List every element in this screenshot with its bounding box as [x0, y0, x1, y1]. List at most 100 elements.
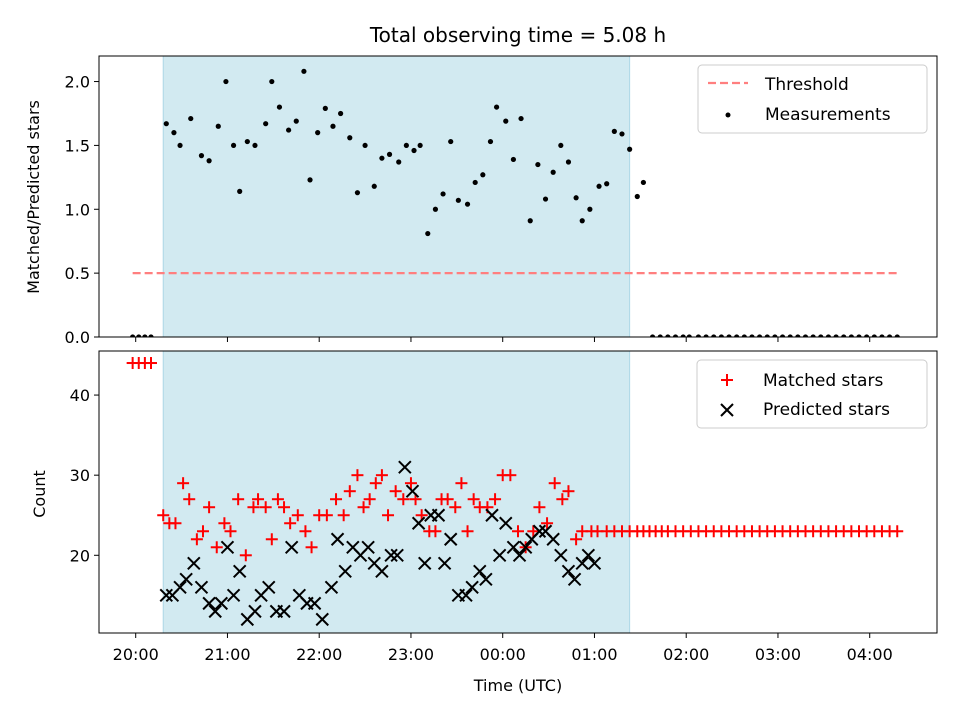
measurement-point: [527, 218, 533, 224]
measurement-point: [440, 191, 446, 197]
matched-star-point: [330, 493, 343, 506]
matched-star-point: [144, 357, 157, 370]
measurement-point: [493, 104, 500, 110]
measurement-point: [237, 188, 243, 194]
predicted-star-point: [375, 564, 389, 579]
predicted-star-point: [324, 580, 339, 595]
bottom-y-ticks: 20 30 40: [70, 386, 99, 565]
measurement-point: [665, 334, 671, 337]
predicted-star-point: [532, 524, 547, 538]
predicted-star-point: [459, 588, 473, 603]
matched-star-point: [305, 541, 318, 554]
measurement-point: [487, 138, 494, 145]
matched-star-point: [441, 493, 454, 506]
measurement-point: [695, 334, 702, 337]
predicted-star-point: [546, 532, 560, 546]
x-tick-label: 20:00: [113, 645, 159, 664]
measurement-point: [833, 334, 839, 337]
matched-star-point: [541, 517, 554, 530]
top-x-ticks: [135, 337, 871, 342]
x-tick-label: 23:00: [388, 645, 434, 664]
predicted-star-point: [179, 572, 193, 587]
x-tick-label: 01:00: [571, 645, 617, 664]
predicted-star-point: [587, 556, 602, 571]
top-y-axis-label: Matched/Predicted stars: [24, 100, 43, 294]
matched-star-point: [512, 525, 524, 538]
bottom-legend: Matched stars Predicted stars: [696, 359, 928, 429]
measurement-point: [841, 334, 847, 337]
measurement-point: [672, 334, 679, 337]
matched-star-point: [252, 493, 265, 506]
predicted-star-point: [405, 484, 420, 498]
bottom-x-ticks: 20:00 21:00 22:00 23:00 00:00 01:00 02:00 03:00…: [113, 633, 893, 664]
measurement-point: [818, 334, 824, 337]
measurement-point: [347, 135, 353, 141]
bottom-y-tick-label: 30: [70, 466, 90, 485]
predicted-star-point: [194, 580, 209, 595]
predicted-star-point: [437, 556, 452, 571]
legend-measurements-label: Measurements: [765, 105, 891, 125]
measurement-point: [657, 334, 663, 337]
measurement-point: [223, 78, 229, 85]
predicted-star-point: [610, 710, 622, 720]
measurement-point: [503, 118, 509, 124]
top-axes-frame: [98, 55, 938, 338]
measurement-point: [711, 334, 717, 337]
matched-star-point: [357, 501, 370, 514]
top-y-tick-label: 1.5: [65, 136, 90, 155]
measurement-point: [480, 172, 486, 178]
predicted-star-point: [624, 710, 636, 720]
top-y-tick-label: 0.5: [65, 264, 90, 283]
matched-star-point: [375, 469, 388, 482]
matched-star-point: [369, 477, 382, 490]
measurement-point: [703, 334, 709, 337]
measurement-point: [286, 127, 292, 133]
predicted-star-point: [444, 532, 458, 546]
x-tick-label: 00:00: [480, 645, 526, 664]
measurement-point: [764, 334, 770, 337]
legend-matched-swatch: [721, 374, 733, 386]
matched-star-point: [562, 485, 575, 498]
measurement-point: [354, 190, 361, 196]
matched-star-point: [548, 477, 561, 490]
measurement-point: [230, 142, 237, 149]
predicted-star-point: [384, 548, 398, 562]
measurement-point: [573, 195, 579, 201]
measurement-point: [371, 183, 377, 189]
predicted-star-point: [330, 532, 345, 546]
predicted-star-point: [506, 540, 521, 554]
predicted-star-point: [220, 540, 235, 554]
measurement-point: [604, 181, 610, 187]
matched-star-point: [224, 525, 237, 538]
predicted-star-point: [173, 580, 187, 595]
matched-star-point: [157, 509, 170, 522]
measurement-point: [403, 142, 409, 149]
legend-predicted-swatch: [720, 403, 734, 417]
bottom-y-axis-label: Count: [30, 470, 49, 518]
bottom-matched-stars: [126, 357, 904, 562]
predicted-star-point: [561, 564, 576, 579]
matched-star-point: [382, 509, 395, 522]
x-tick-label: 22:00: [296, 645, 342, 664]
measurement-point: [848, 334, 854, 337]
matched-star-point: [461, 525, 474, 538]
predicted-star-point: [431, 508, 446, 522]
measurement-point: [293, 118, 299, 124]
matched-star-point: [570, 533, 583, 546]
top-y-tick-label: 0.0: [65, 328, 90, 347]
measurement-point: [619, 131, 625, 137]
measurement-point: [611, 128, 617, 134]
predicted-star-point: [315, 612, 329, 627]
matched-star-point: [259, 501, 272, 514]
legend-threshold-label: Threshold: [764, 75, 849, 95]
matched-star-point: [239, 549, 252, 562]
predicted-star-point: [411, 516, 426, 530]
bottom-axes-frame: [98, 350, 938, 634]
matched-star-point: [169, 517, 182, 530]
measurement-point: [787, 334, 793, 337]
predicted-star-point: [479, 572, 493, 587]
measurement-point: [741, 334, 747, 337]
matched-star-point: [891, 525, 904, 538]
matched-star-point: [455, 477, 468, 490]
matched-star-point: [299, 525, 312, 538]
